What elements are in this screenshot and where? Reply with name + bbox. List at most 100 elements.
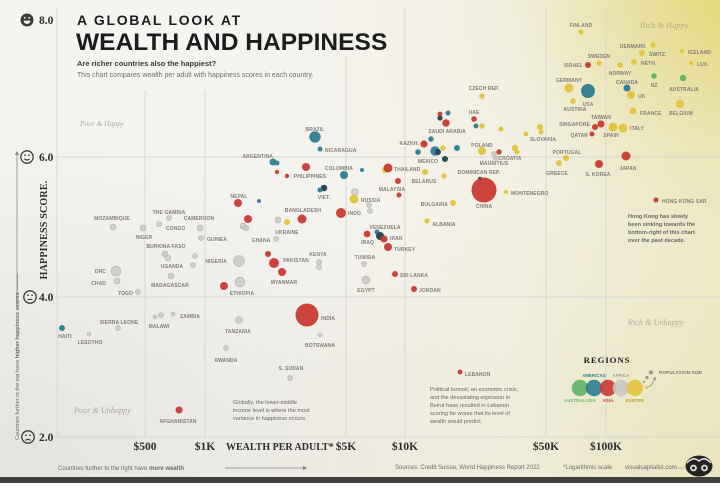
svg-text:variance in happiness occurs.: variance in happiness occurs. [233,416,307,422]
svg-text:COLOMBIA: COLOMBIA [325,166,353,172]
svg-text:NZ: NZ [651,83,658,89]
svg-text:GREECE: GREECE [546,171,568,177]
svg-text:JAPAN: JAPAN [619,166,636,172]
svg-text:SRI LANKA: SRI LANKA [400,273,428,279]
svg-text:BOTSWANA: BOTSWANA [305,343,335,349]
svg-text:GERMANY: GERMANY [556,78,583,84]
svg-text:NIGERIA: NIGERIA [205,259,227,265]
svg-text:ETHIOPIA: ETHIOPIA [230,291,255,297]
svg-text:CONGO: CONGO [166,226,185,232]
svg-text:BELGIUM: BELGIUM [669,111,693,117]
svg-text:*Logarithmic scale: *Logarithmic scale [563,465,613,471]
svg-text:scoring far worse that its lev: scoring far worse that its level of [430,411,510,417]
svg-text:NORWAY: NORWAY [609,71,632,77]
svg-text:HAITI: HAITI [58,334,72,340]
svg-text:2.0: 2.0 [39,432,54,444]
svg-text:CHAD: CHAD [91,281,106,287]
svg-text:RWANDA: RWANDA [214,358,237,364]
svg-text:INDIA: INDIA [321,316,335,322]
svg-text:BURKINA FASO: BURKINA FASO [146,244,185,250]
svg-text:visualcapitalist.com: visualcapitalist.com [625,465,677,471]
svg-text:KAZKH.: KAZKH. [400,141,420,147]
svg-text:Poor & Unhappy: Poor & Unhappy [73,406,131,415]
svg-text:SWEDEN: SWEDEN [588,54,611,60]
svg-text:USA: USA [583,102,594,108]
svg-text:$10K: $10K [392,440,418,453]
svg-text:Hong Kong has slowly: Hong Kong has slowly [628,214,689,220]
svg-text:RUSSIA: RUSSIA [361,198,381,204]
svg-text:Sources: Credit Suisse, World: Sources: Credit Suisse, World Happiness … [395,465,540,471]
svg-text:NEPAL: NEPAL [230,194,247,200]
svg-text:QATAR: QATAR [570,133,588,139]
svg-text:BRAZIL: BRAZIL [306,127,325,133]
svg-text:MALAYSIA: MALAYSIA [379,187,406,193]
svg-text:SWITZ.: SWITZ. [649,52,667,58]
svg-text:A GLOBAL LOOK AT: A GLOBAL LOOK AT [77,12,242,28]
svg-text:WEALTH PER ADULT*: WEALTH PER ADULT* [226,442,334,453]
svg-text:EUROPE: EUROPE [626,398,645,403]
svg-text:BULGARIA: BULGARIA [421,202,448,208]
svg-text:CHINA: CHINA [476,204,493,210]
svg-text:6.0: 6.0 [39,152,54,164]
svg-text:$5K: $5K [336,440,357,453]
svg-text:DOMINICAN REP.: DOMINICAN REP. [458,170,501,176]
svg-text:AUSTRALASIA: AUSTRALASIA [564,398,596,403]
svg-text:$1K: $1K [195,440,216,453]
svg-text:Political turmoil, an economic: Political turmoil, an economic crisis, [430,387,519,393]
svg-text:NETH.: NETH. [641,61,657,67]
svg-text:UK: UK [638,94,646,100]
svg-text:Beirut have resulted in Lebano: Beirut have resulted in Lebanon [430,403,509,409]
svg-text:MONTENEGRO: MONTENEGRO [511,191,548,197]
svg-text:DRC: DRC [95,269,106,275]
svg-text:SIERRA LEONE: SIERRA LEONE [100,320,139,326]
svg-text:over the past decade.: over the past decade. [628,238,686,244]
svg-text:GUINEA: GUINEA [207,237,227,243]
svg-text:$100K: $100K [590,440,622,453]
svg-text:VIET.: VIET. [318,195,331,201]
svg-text:CROATIA: CROATIA [498,156,521,162]
svg-text:PAKISTAN: PAKISTAN [283,258,309,264]
svg-text:SLOVAKIA: SLOVAKIA [530,137,557,143]
svg-text:AUSTRIA: AUSTRIA [564,107,587,113]
svg-text:S. SUDAN: S. SUDAN [279,366,304,372]
svg-text:HONG KONG SAR: HONG KONG SAR [662,199,707,205]
svg-text:TURKEY: TURKEY [394,247,416,253]
svg-text:MEXICO: MEXICO [418,159,438,165]
svg-text:CANADA: CANADA [616,80,639,86]
svg-text:BELARUS: BELARUS [412,179,437,185]
svg-text:ASIA: ASIA [603,398,614,403]
svg-text:THE GAMBIA: THE GAMBIA [153,210,186,216]
svg-text:VENEZUELA: VENEZUELA [369,225,400,231]
svg-text:REGIONS: REGIONS [584,355,631,365]
svg-text:S. KOREA: S. KOREA [586,172,611,178]
svg-text:income level is where the most: income level is where the most [233,408,310,414]
svg-text:8.0: 8.0 [39,15,54,27]
svg-text:PORTUGAL: PORTUGAL [553,150,582,156]
svg-text:4.0: 4.0 [39,292,54,304]
svg-text:MOZAMBIQUE: MOZAMBIQUE [94,216,130,222]
svg-text:KENYA: KENYA [309,252,327,258]
svg-text:ICELAND: ICELAND [688,50,711,56]
svg-text:Poor & Happy: Poor & Happy [79,119,125,128]
svg-text:CAMEROON: CAMEROON [184,216,215,222]
svg-text:AMERICAS: AMERICAS [582,373,606,378]
svg-text:Globally, the lower-middle: Globally, the lower-middle [233,400,297,406]
svg-text:SINGAPORE: SINGAPORE [559,122,590,128]
svg-text:been sinking towards the: been sinking towards the [628,222,695,228]
svg-text:BANGLADESH: BANGLADESH [285,208,322,214]
svg-text:WEALTH AND HAPPINESS: WEALTH AND HAPPINESS [76,29,387,56]
svg-text:MYANMAR: MYANMAR [271,280,298,286]
svg-text:POPULATION SIZE: POPULATION SIZE [659,370,703,376]
svg-text:ALBANIA: ALBANIA [432,222,455,228]
svg-text:AFRICA: AFRICA [613,373,630,378]
svg-text:ISRAEL: ISRAEL [564,63,583,69]
svg-text:ITALY: ITALY [630,126,645,132]
svg-text:wealth would predict.: wealth would predict. [429,419,483,425]
svg-text:$500: $500 [134,440,157,453]
svg-text:LEBANON: LEBANON [465,372,491,378]
svg-text:ARGENTINA: ARGENTINA [242,154,273,160]
svg-text:LESOTHO: LESOTHO [78,340,103,346]
svg-text:Rich & Unhappy: Rich & Unhappy [627,318,684,327]
svg-text:PHILIPPINES: PHILIPPINES [294,174,327,180]
svg-text:NICARAGUA: NICARAGUA [325,148,357,154]
